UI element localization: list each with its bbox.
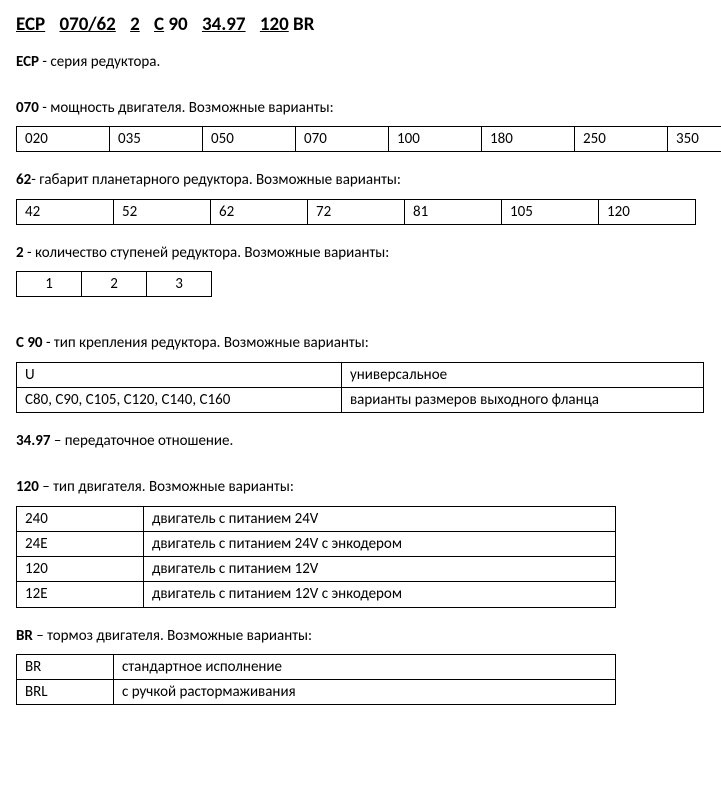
code-2: 2 xyxy=(16,244,24,262)
text-br: тормоз двигателя. Возможные варианты: xyxy=(47,627,312,645)
desc-ecp: ECP - серия редуктора. xyxy=(16,52,705,72)
cell-size: 62 xyxy=(211,199,308,224)
title-part-ecp: ECP xyxy=(16,13,45,36)
cell-stage: 2 xyxy=(82,272,147,297)
code-c90: C 90 xyxy=(16,334,43,352)
cell-stage: 3 xyxy=(147,272,212,297)
cell-power: 100 xyxy=(389,127,482,152)
cell-mount-key: U xyxy=(17,362,342,387)
table-stages: 1 2 3 xyxy=(16,271,212,297)
cell-brake-val: стандартное исполнение xyxy=(114,654,616,679)
cell-power: 250 xyxy=(575,127,668,152)
title-part-90: 90 xyxy=(168,13,187,36)
desc-br: BR – тормоз двигателя. Возможные вариант… xyxy=(16,626,705,646)
code-62: 62 xyxy=(16,171,31,189)
desc-120: 120 – тип двигателя. Возможные варианты: xyxy=(16,477,705,497)
cell-mount-val: универсальное xyxy=(342,362,704,387)
title-part-c: C xyxy=(154,13,164,36)
cell-stage: 1 xyxy=(17,272,82,297)
text-070: мощность двигателя. Возможные варианты: xyxy=(50,99,333,117)
cell-size: 72 xyxy=(308,199,405,224)
cell-mount-val: варианты размеров выходного фланца xyxy=(342,387,704,412)
cell-motor-val: двигатель с питанием 24V с энкодером xyxy=(144,531,616,556)
cell-motor-val: двигатель с питанием 12V с энкодером xyxy=(144,582,616,607)
cell-mount-key: C80, C90, C105, C120, C140, C160 xyxy=(17,387,342,412)
text-c90: тип крепления редуктора. Возможные вариа… xyxy=(54,334,369,352)
cell-power: 070 xyxy=(296,127,389,152)
cell-brake-key: BRL xyxy=(17,680,114,705)
cell-power: 180 xyxy=(482,127,575,152)
cell-brake-val: с ручкой растормаживания xyxy=(114,680,616,705)
title-part-3497: 34.97 xyxy=(202,13,246,36)
cell-power: 020 xyxy=(17,127,110,152)
cell-motor-key: 240 xyxy=(17,506,144,531)
table-motor: 240двигатель с питанием 24V 24Eдвигатель… xyxy=(16,506,616,608)
cell-power: 350 xyxy=(668,127,721,152)
cell-motor-val: двигатель с питанием 12V xyxy=(144,557,616,582)
code-070: 070 xyxy=(16,99,39,117)
cell-size: 105 xyxy=(502,199,599,224)
cell-size: 42 xyxy=(17,199,114,224)
text-2: количество ступеней редуктора. Возможные… xyxy=(35,244,389,262)
table-size: 42 52 62 72 81 105 120 xyxy=(16,199,696,225)
text-120: тип двигателя. Возможные варианты: xyxy=(53,478,294,496)
cell-size: 81 xyxy=(405,199,502,224)
title-part-br: BR xyxy=(293,13,314,36)
cell-motor-key: 24E xyxy=(17,531,144,556)
title-part-120: 120 xyxy=(260,13,289,36)
title-part-2: 2 xyxy=(130,13,140,36)
title-part-07062: 070/62 xyxy=(59,13,115,36)
code-br: BR xyxy=(16,627,33,645)
table-brake: BRстандартное исполнение BRLс ручкой рас… xyxy=(16,654,616,706)
desc-3497: 34.97 – передаточное отношение. xyxy=(16,431,705,451)
desc-070: 070 - мощность двигателя. Возможные вари… xyxy=(16,98,705,118)
code-120: 120 xyxy=(16,478,39,496)
text-62: габарит планетарного редуктора. Возможны… xyxy=(39,171,401,189)
code-ecp: ECP xyxy=(16,53,39,71)
product-code-title: ECP 070/62 2 C 90 34.97 120 BR xyxy=(16,12,705,38)
cell-size: 120 xyxy=(599,199,696,224)
cell-motor-key: 12E xyxy=(17,582,144,607)
cell-power: 050 xyxy=(203,127,296,152)
desc-2: 2 - количество ступеней редуктора. Возмо… xyxy=(16,243,705,263)
text-3497: передаточное отношение. xyxy=(65,432,234,450)
cell-size: 52 xyxy=(114,199,211,224)
cell-brake-key: BR xyxy=(17,654,114,679)
cell-motor-key: 120 xyxy=(17,557,144,582)
code-3497: 34.97 xyxy=(16,432,50,450)
table-power: 020 035 050 070 100 180 250 350 600 xyxy=(16,126,721,152)
text-ecp: серия редуктора. xyxy=(50,53,160,71)
desc-c90: C 90 - тип крепления редуктора. Возможны… xyxy=(16,333,705,353)
desc-62: 62- габарит планетарного редуктора. Возм… xyxy=(16,170,705,190)
cell-power: 035 xyxy=(110,127,203,152)
table-mount: U универсальное C80, C90, C105, C120, C1… xyxy=(16,362,704,414)
cell-motor-val: двигатель с питанием 24V xyxy=(144,506,616,531)
